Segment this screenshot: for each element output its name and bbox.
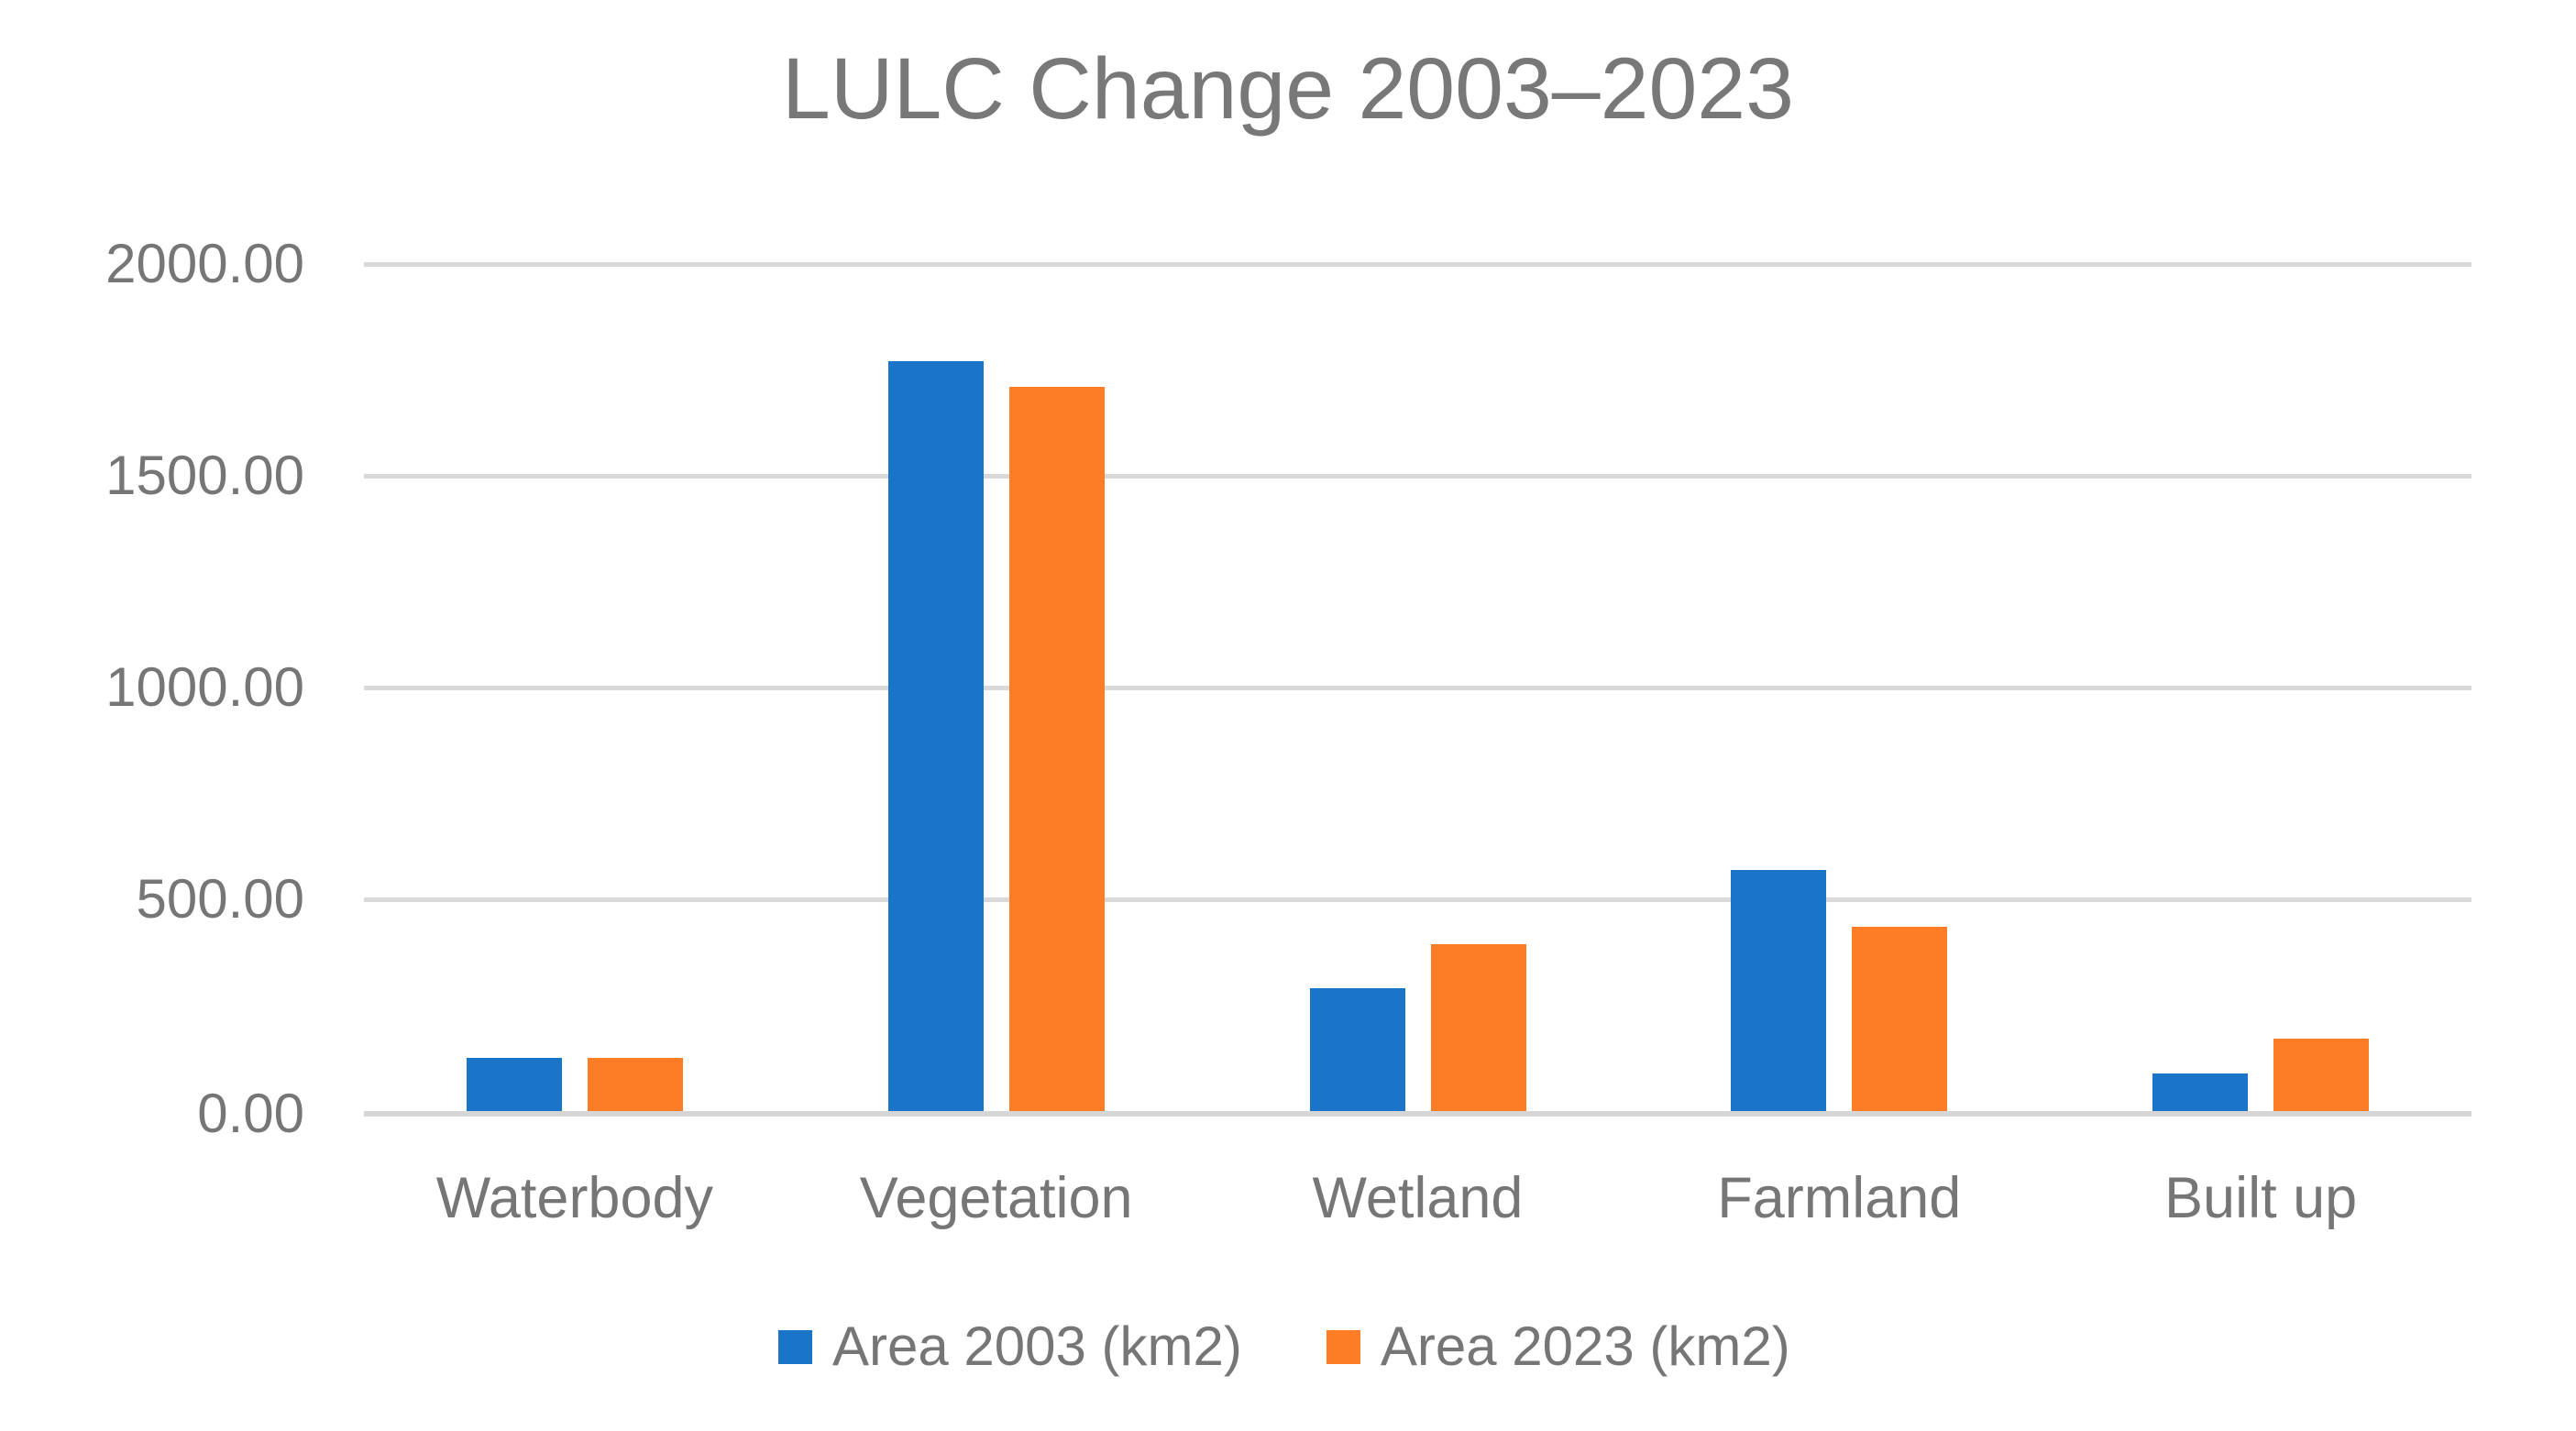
legend-swatch-icon <box>778 1329 812 1364</box>
legend-label-1: Area 2003 (km2) <box>832 1315 1242 1377</box>
legend-label-2: Area 2023 (km2) <box>1380 1315 1790 1377</box>
x-category-label-farmland: Farmland <box>1717 1166 1962 1230</box>
x-category-label-wetland: Wetland <box>1312 1166 1524 1230</box>
bar-wetland-series-1 <box>1309 988 1405 1111</box>
bar-farmland-series-1 <box>1731 870 1827 1111</box>
y-tick-label-1500: 1500.00 <box>105 445 304 506</box>
bar-vegetation-series-1 <box>887 361 984 1111</box>
x-category-label-vegetation: Vegetation <box>859 1166 1133 1230</box>
y-tick-label-1000: 1000.00 <box>105 656 304 718</box>
chart-legend: Area 2003 (km2) Area 2023 (km2) <box>778 1316 1790 1377</box>
chart-title: LULC Change 2003–2023 <box>782 40 1794 138</box>
y-tick-label-500: 500.00 <box>136 868 304 930</box>
gridline-1000 <box>364 686 2471 690</box>
x-axis-line <box>364 1111 2471 1117</box>
bar-waterbody-series-1 <box>466 1058 562 1111</box>
y-tick-label-0: 0.00 <box>197 1083 304 1144</box>
x-category-label-waterbody: Waterbody <box>435 1166 714 1230</box>
legend-item-1: Area 2003 (km2) <box>778 1316 1242 1377</box>
legend-swatch-icon <box>1326 1329 1360 1364</box>
x-category-label-built-up: Built up <box>2164 1166 2358 1230</box>
gridline-2000 <box>364 262 2471 267</box>
y-tick-label-2000: 2000.00 <box>105 233 304 294</box>
bar-vegetation-series-2 <box>1008 387 1105 1111</box>
bar-built-up-series-2 <box>2273 1039 2370 1111</box>
gridline-1500 <box>364 474 2471 479</box>
bar-wetland-series-2 <box>1430 944 1526 1111</box>
bar-built-up-series-1 <box>2152 1073 2249 1111</box>
gridline-500 <box>364 897 2471 902</box>
bar-waterbody-series-2 <box>587 1058 683 1111</box>
bar-farmland-series-2 <box>1852 927 1948 1111</box>
legend-item-2: Area 2023 (km2) <box>1326 1315 1790 1377</box>
